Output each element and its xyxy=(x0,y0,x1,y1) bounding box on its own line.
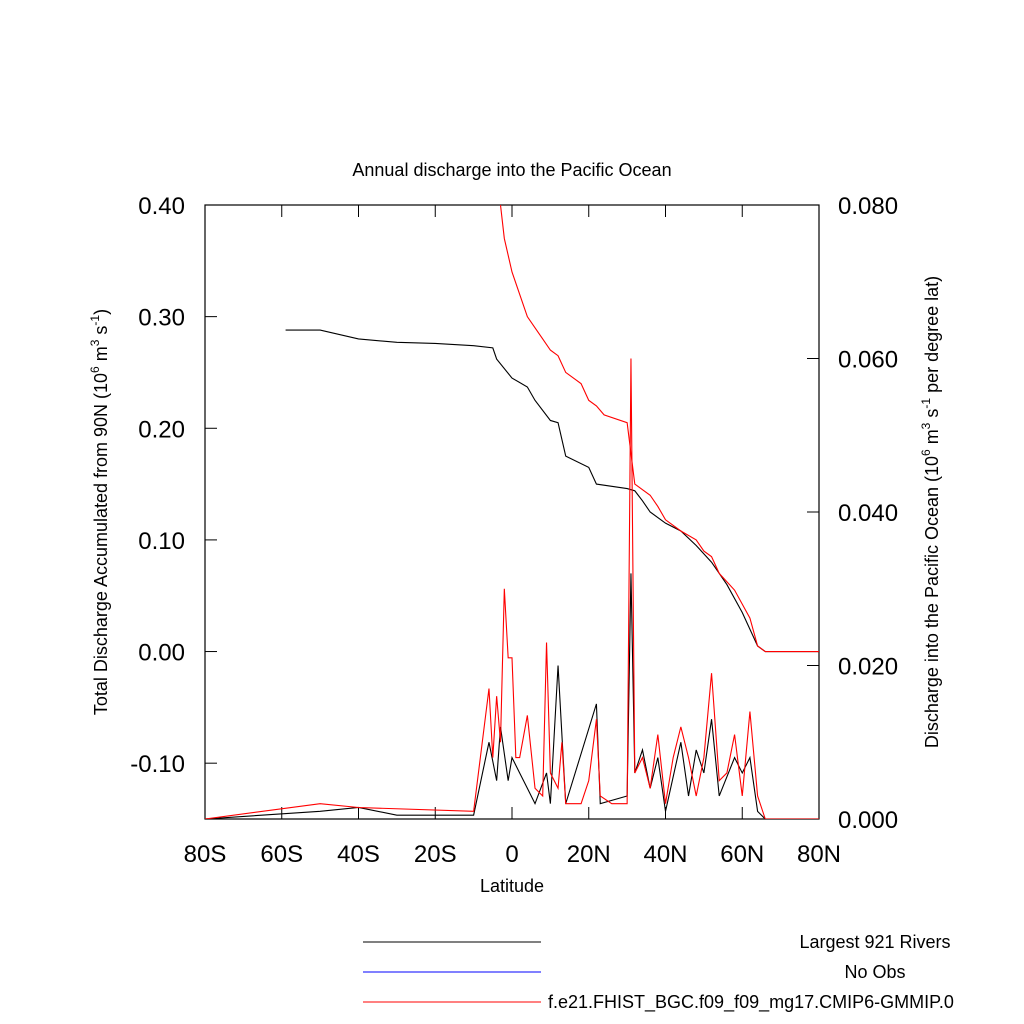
data-line xyxy=(205,358,819,819)
y-tick-label: 0.20 xyxy=(138,416,185,443)
y2-tick-label: 0.060 xyxy=(838,347,898,374)
y-axis-label-part: 3 xyxy=(88,339,102,346)
y-axis-label-part: ) xyxy=(91,309,111,315)
data-line xyxy=(285,329,819,653)
x-tick-label: 20N xyxy=(567,841,611,868)
y2-axis-label-part: m xyxy=(922,429,942,449)
y-tick-label: 0.10 xyxy=(138,528,185,555)
y2-axis-label-part: s xyxy=(922,409,942,423)
y2-axis-label-part: 3 xyxy=(919,422,933,429)
y2-axis-label-part: 6 xyxy=(919,449,933,456)
y2-axis-label-part: per degree lat) xyxy=(922,276,942,398)
y2-axis-label: Discharge into the Pacific Ocean (106 m3… xyxy=(919,276,942,748)
y-tick-label: 0.30 xyxy=(138,305,185,332)
x-tick-label: 40N xyxy=(643,841,687,868)
y2-tick-label: 0.080 xyxy=(838,193,898,220)
x-axis-label: Latitude xyxy=(480,876,544,896)
y2-tick-label: 0.040 xyxy=(838,500,898,527)
y2-axis-label-part: Discharge into the Pacific Ocean (10 xyxy=(922,456,942,748)
plot-frame xyxy=(204,204,820,820)
chart-title: Annual discharge into the Pacific Ocean xyxy=(352,160,671,180)
y-axis-label-part: s xyxy=(91,326,111,340)
y2-tick-label: 0.000 xyxy=(838,807,898,834)
x-tick-label: 60N xyxy=(720,841,764,868)
legend-label: No Obs xyxy=(844,962,905,982)
y-axis-label-part: m xyxy=(91,346,111,366)
x-tick-label: 80S xyxy=(184,841,227,868)
x-tick-label: 60S xyxy=(260,841,303,868)
x-tick-label: 40S xyxy=(337,841,380,868)
y-axis-label: Total Discharge Accumulated from 90N (10… xyxy=(88,309,111,715)
y-axis-label-part: -1 xyxy=(88,315,102,326)
y2-axis-label-part: -1 xyxy=(919,398,933,409)
y-tick-label: -0.10 xyxy=(130,751,185,778)
x-tick-label: 80N xyxy=(797,841,841,868)
y-tick-label: 0.00 xyxy=(138,640,185,667)
legend-label: f.e21.FHIST_BGC.f09_f09_mg17.CMIP6-GMMIP… xyxy=(548,992,954,1013)
y-axis-label-part: Total Discharge Accumulated from 90N (10 xyxy=(91,373,111,715)
data-line xyxy=(499,205,819,653)
y2-tick-label: 0.020 xyxy=(838,654,898,681)
y-tick-label: 0.40 xyxy=(138,193,185,220)
legend-label: Largest 921 Rivers xyxy=(799,932,950,952)
data-line xyxy=(205,573,819,819)
x-tick-label: 20S xyxy=(414,841,457,868)
y-axis-label-part: 6 xyxy=(88,366,102,373)
x-tick-label: 0 xyxy=(505,841,518,868)
